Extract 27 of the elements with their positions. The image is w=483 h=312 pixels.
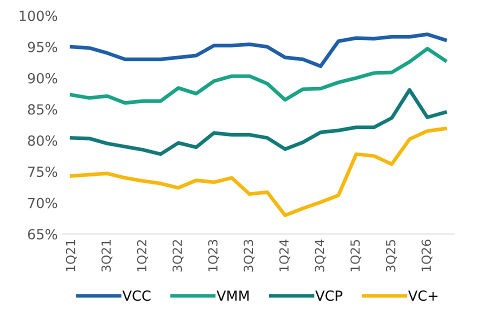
line-series xyxy=(70,126,447,218)
x-tick-label: 1Q25 xyxy=(350,240,362,272)
x-tick-label: 3Q23 xyxy=(244,240,255,272)
x-tick-label: 1Q23 xyxy=(208,240,220,272)
x-tick-label: 1Q22 xyxy=(136,240,148,272)
y-tick-label: 100% xyxy=(20,10,58,22)
legend-label: VC+ xyxy=(408,290,438,301)
x-tick-label: 3Q25 xyxy=(386,240,397,272)
x-tick-label: 3Q22 xyxy=(172,240,184,272)
y-tick-label: 85% xyxy=(28,104,58,115)
line-series xyxy=(70,88,447,156)
y-tick-label: 95% xyxy=(28,42,58,52)
y-tick-label: 80% xyxy=(28,135,58,146)
x-tick-label: 1Q21 xyxy=(66,240,77,272)
legend-label: VMM xyxy=(216,290,249,301)
y-tick-label: 90% xyxy=(28,72,58,84)
line-series xyxy=(70,32,447,68)
x-tick-label: 3Q24 xyxy=(314,240,326,272)
x-tick-label: 1Q26 xyxy=(422,240,432,272)
line-series xyxy=(70,46,447,105)
y-tick-label: 70% xyxy=(28,198,58,208)
legend-label: VCC xyxy=(122,290,150,301)
x-tick-label: 1Q24 xyxy=(279,240,290,272)
y-tick-label: 75% xyxy=(28,166,58,178)
x-tick-label: 3Q21 xyxy=(101,240,112,272)
legend-label: VCP xyxy=(315,290,342,301)
y-tick-label: 65% xyxy=(28,228,58,240)
